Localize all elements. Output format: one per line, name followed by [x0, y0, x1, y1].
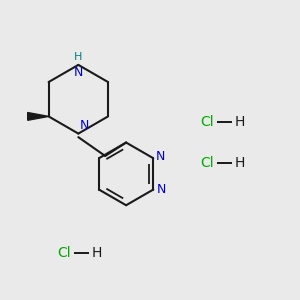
Text: H: H [74, 52, 82, 62]
Text: Cl: Cl [57, 246, 71, 260]
Polygon shape [28, 112, 49, 120]
Text: H: H [92, 246, 102, 260]
Text: N: N [74, 66, 83, 80]
Text: H: H [235, 156, 245, 170]
Text: Cl: Cl [201, 115, 214, 129]
Text: N: N [157, 183, 166, 196]
Text: Cl: Cl [201, 156, 214, 170]
Text: N: N [80, 119, 89, 132]
Text: N: N [156, 150, 165, 163]
Text: H: H [235, 115, 245, 129]
